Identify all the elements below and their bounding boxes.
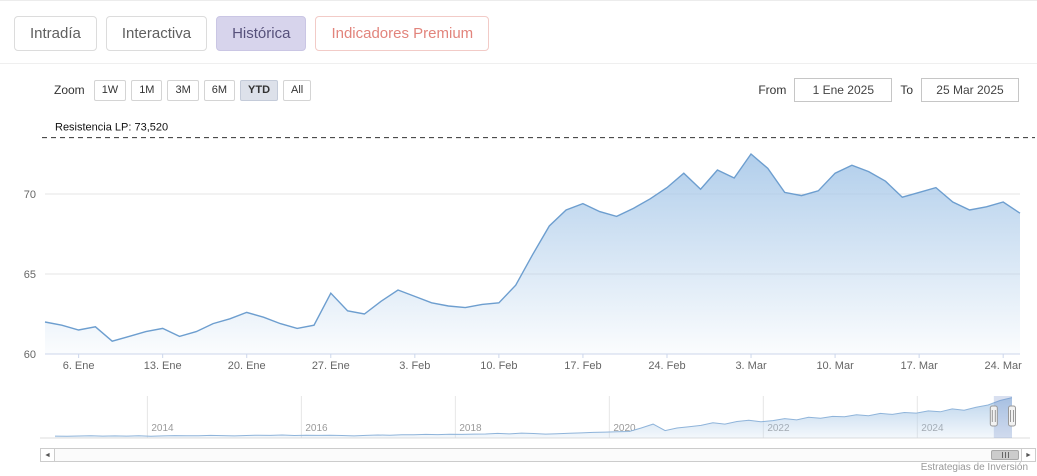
range-button-1w[interactable]: 1W — [93, 79, 127, 101]
credits-text: Estrategias de Inversión — [920, 462, 1028, 473]
x-tick-label: 17. Feb — [564, 360, 601, 372]
y-tick-label: 65 — [24, 269, 36, 281]
navigator-year-label: 2018 — [459, 423, 482, 434]
navigator-selected-mask[interactable] — [993, 396, 1012, 438]
y-tick-label: 60 — [24, 349, 36, 361]
x-tick-label: 24. Mar — [985, 360, 1023, 372]
navigator-left-handle[interactable] — [989, 405, 998, 427]
navigator-right-handle[interactable] — [1008, 405, 1016, 427]
navigator-chart[interactable]: 201420162018202020222024 — [0, 394, 1037, 444]
range-button-all[interactable]: All — [283, 79, 312, 101]
x-tick-label: 27. Ene — [312, 360, 350, 372]
x-tick-label: 17. Mar — [900, 360, 938, 372]
range-button-1m[interactable]: 1M — [131, 79, 163, 101]
scrollbar-track[interactable] — [55, 448, 1021, 462]
x-tick-label: 3. Mar — [735, 360, 767, 372]
grip-line — [1001, 452, 1003, 458]
navigator-area-fill — [55, 397, 1012, 438]
resistance-label: Resistencia LP: 73,520 — [55, 122, 168, 134]
y-tick-label: 70 — [24, 189, 36, 201]
scrollbar-left-arrow[interactable]: ◄ — [40, 448, 55, 462]
from-date-input[interactable] — [794, 78, 893, 102]
range-buttons: 1W 1M 3M 6M YTD All — [93, 79, 312, 101]
x-axis: 6. Ene 13. Ene 20. Ene 27. Ene 3. Feb 10. Feb… — [63, 354, 1022, 372]
navigator-year-label: 2014 — [151, 423, 174, 434]
price-area-fill — [45, 154, 1020, 354]
tab-hist-rica[interactable]: Histórica — [216, 16, 307, 51]
chart-scrollbar: ◄ ► — [40, 448, 1036, 462]
tab-intrad-a[interactable]: Intradía — [14, 16, 97, 51]
price-area-chart[interactable]: 60 65 70 6. Ene 13. Ene 20. Ene 27. Ene 3. Feb 1… — [0, 110, 1037, 382]
tab-indicadores-premium[interactable]: Indicadores Premium — [315, 16, 490, 51]
navigator-year-label: 2016 — [305, 423, 328, 434]
navigator-year-label: 2020 — [613, 423, 636, 434]
x-tick-label: 20. Ene — [228, 360, 266, 372]
zoom-label: Zoom — [54, 83, 85, 97]
range-button-6m[interactable]: 6M — [203, 79, 236, 101]
tab-interactiva[interactable]: Interactiva — [105, 16, 208, 51]
x-tick-label: 13. Ene — [144, 360, 182, 372]
x-tick-label: 3. Feb — [399, 360, 430, 372]
zoom-range-group: Zoom 1W 1M 3M 6M YTD All — [54, 79, 312, 101]
x-tick-label: 10. Mar — [816, 360, 854, 372]
from-label: From — [758, 83, 787, 97]
price-line — [44, 152, 1021, 342]
range-button-ytd[interactable]: YTD — [240, 79, 279, 101]
x-tick-label: 10. Feb — [480, 360, 517, 372]
x-tick-label: 6. Ene — [63, 360, 95, 372]
scrollbar-thumb[interactable] — [991, 450, 1019, 460]
grip-line — [1007, 452, 1009, 458]
navigator-line — [54, 397, 1013, 437]
chart-mode-tabs: Intradía Interactiva Histórica Indicadores … — [0, 1, 1037, 64]
to-date-input[interactable] — [921, 78, 1019, 102]
date-range-group: From To — [758, 78, 1019, 102]
grip-line — [1004, 452, 1006, 458]
scrollbar-right-arrow[interactable]: ► — [1021, 448, 1036, 462]
range-button-3m[interactable]: 3M — [167, 79, 199, 101]
x-tick-label: 24. Feb — [648, 360, 685, 372]
to-label: To — [900, 83, 913, 97]
